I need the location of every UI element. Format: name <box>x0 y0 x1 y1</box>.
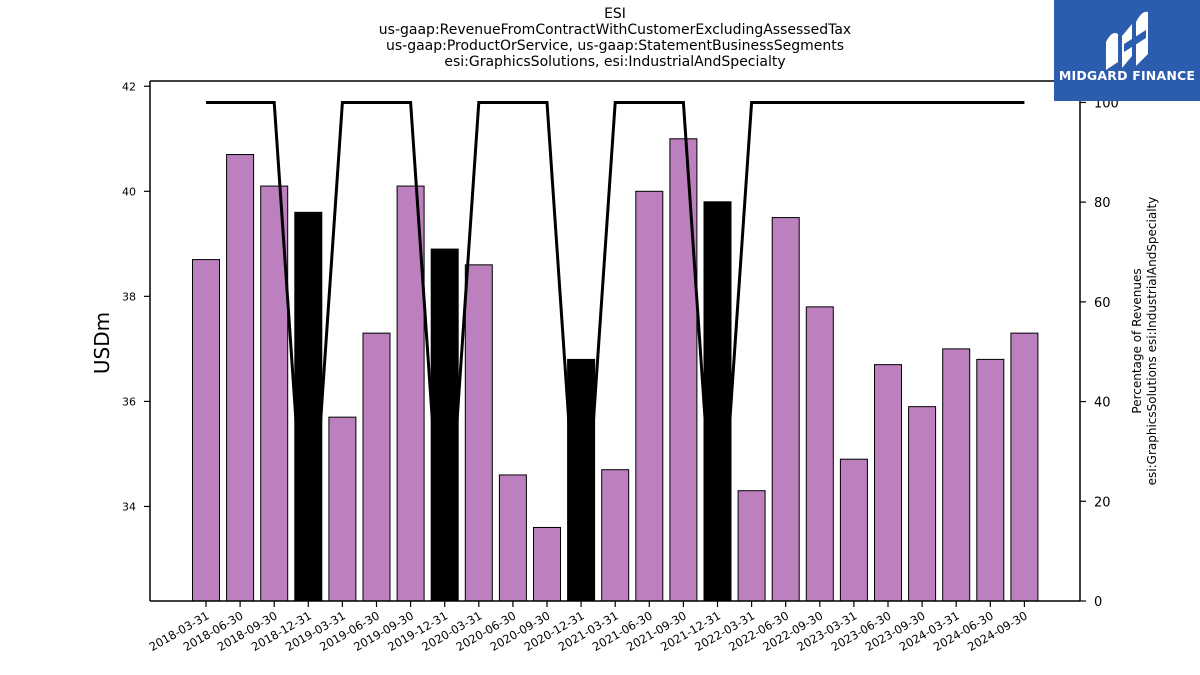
y2-tick-label: 60 <box>1094 296 1111 311</box>
bar <box>328 416 357 602</box>
y2-axis-label-line-1: Percentage of Revenues <box>1130 268 1144 413</box>
bar <box>874 364 902 602</box>
bar <box>464 264 493 602</box>
bar <box>771 217 800 602</box>
bar <box>294 211 323 602</box>
y-axis-label: USDm <box>90 312 114 374</box>
logo-text: MIDGARD FINANCE <box>1058 68 1196 83</box>
bar <box>976 358 1005 602</box>
bar <box>669 138 698 602</box>
chart-title: ESI us-gaap:RevenueFromContractWithCusto… <box>150 6 1080 70</box>
y-tick-label: 38 <box>122 290 136 303</box>
bar <box>908 406 937 602</box>
bar <box>601 469 630 602</box>
bar <box>1010 332 1039 602</box>
bar <box>362 332 391 602</box>
bar <box>805 306 834 602</box>
y2-axis-label-line-2: esi:GraphicsSolutions esi:IndustrialAndS… <box>1145 197 1159 486</box>
bar <box>703 201 732 602</box>
bar <box>226 154 255 602</box>
chart-title-line-2: us-gaap:RevenueFromContractWithCustomerE… <box>378 22 852 38</box>
line-layer <box>206 100 1025 602</box>
bars-layer <box>192 138 1039 602</box>
bar <box>192 259 220 602</box>
y2-tick-label: 0 <box>1094 595 1102 610</box>
bar <box>498 474 527 602</box>
chart-title-line-3: us-gaap:ProductOrService, us-gaap:Statem… <box>385 38 844 54</box>
logo-mark-icon <box>1106 11 1148 70</box>
y-tick-label: 36 <box>122 395 136 408</box>
y-tick-label: 42 <box>122 80 136 93</box>
bar <box>635 190 664 602</box>
logo: MIDGARD FINANCE <box>1054 0 1200 101</box>
y2-tick-label: 20 <box>1094 495 1111 510</box>
bar <box>737 490 766 602</box>
bar <box>533 526 561 602</box>
chart-title-line-1: ESI <box>604 6 626 22</box>
bar <box>839 458 868 602</box>
y2-tick-label: 40 <box>1094 396 1111 411</box>
series-line <box>206 100 1025 602</box>
chart-title-line-4: esi:GraphicsSolutions, esi:IndustrialAnd… <box>444 54 786 70</box>
y-tick-label: 34 <box>122 500 136 513</box>
bar <box>430 248 459 602</box>
y2-tick-label: 80 <box>1094 196 1111 211</box>
bar <box>942 348 971 602</box>
y-tick-label: 40 <box>122 185 136 198</box>
